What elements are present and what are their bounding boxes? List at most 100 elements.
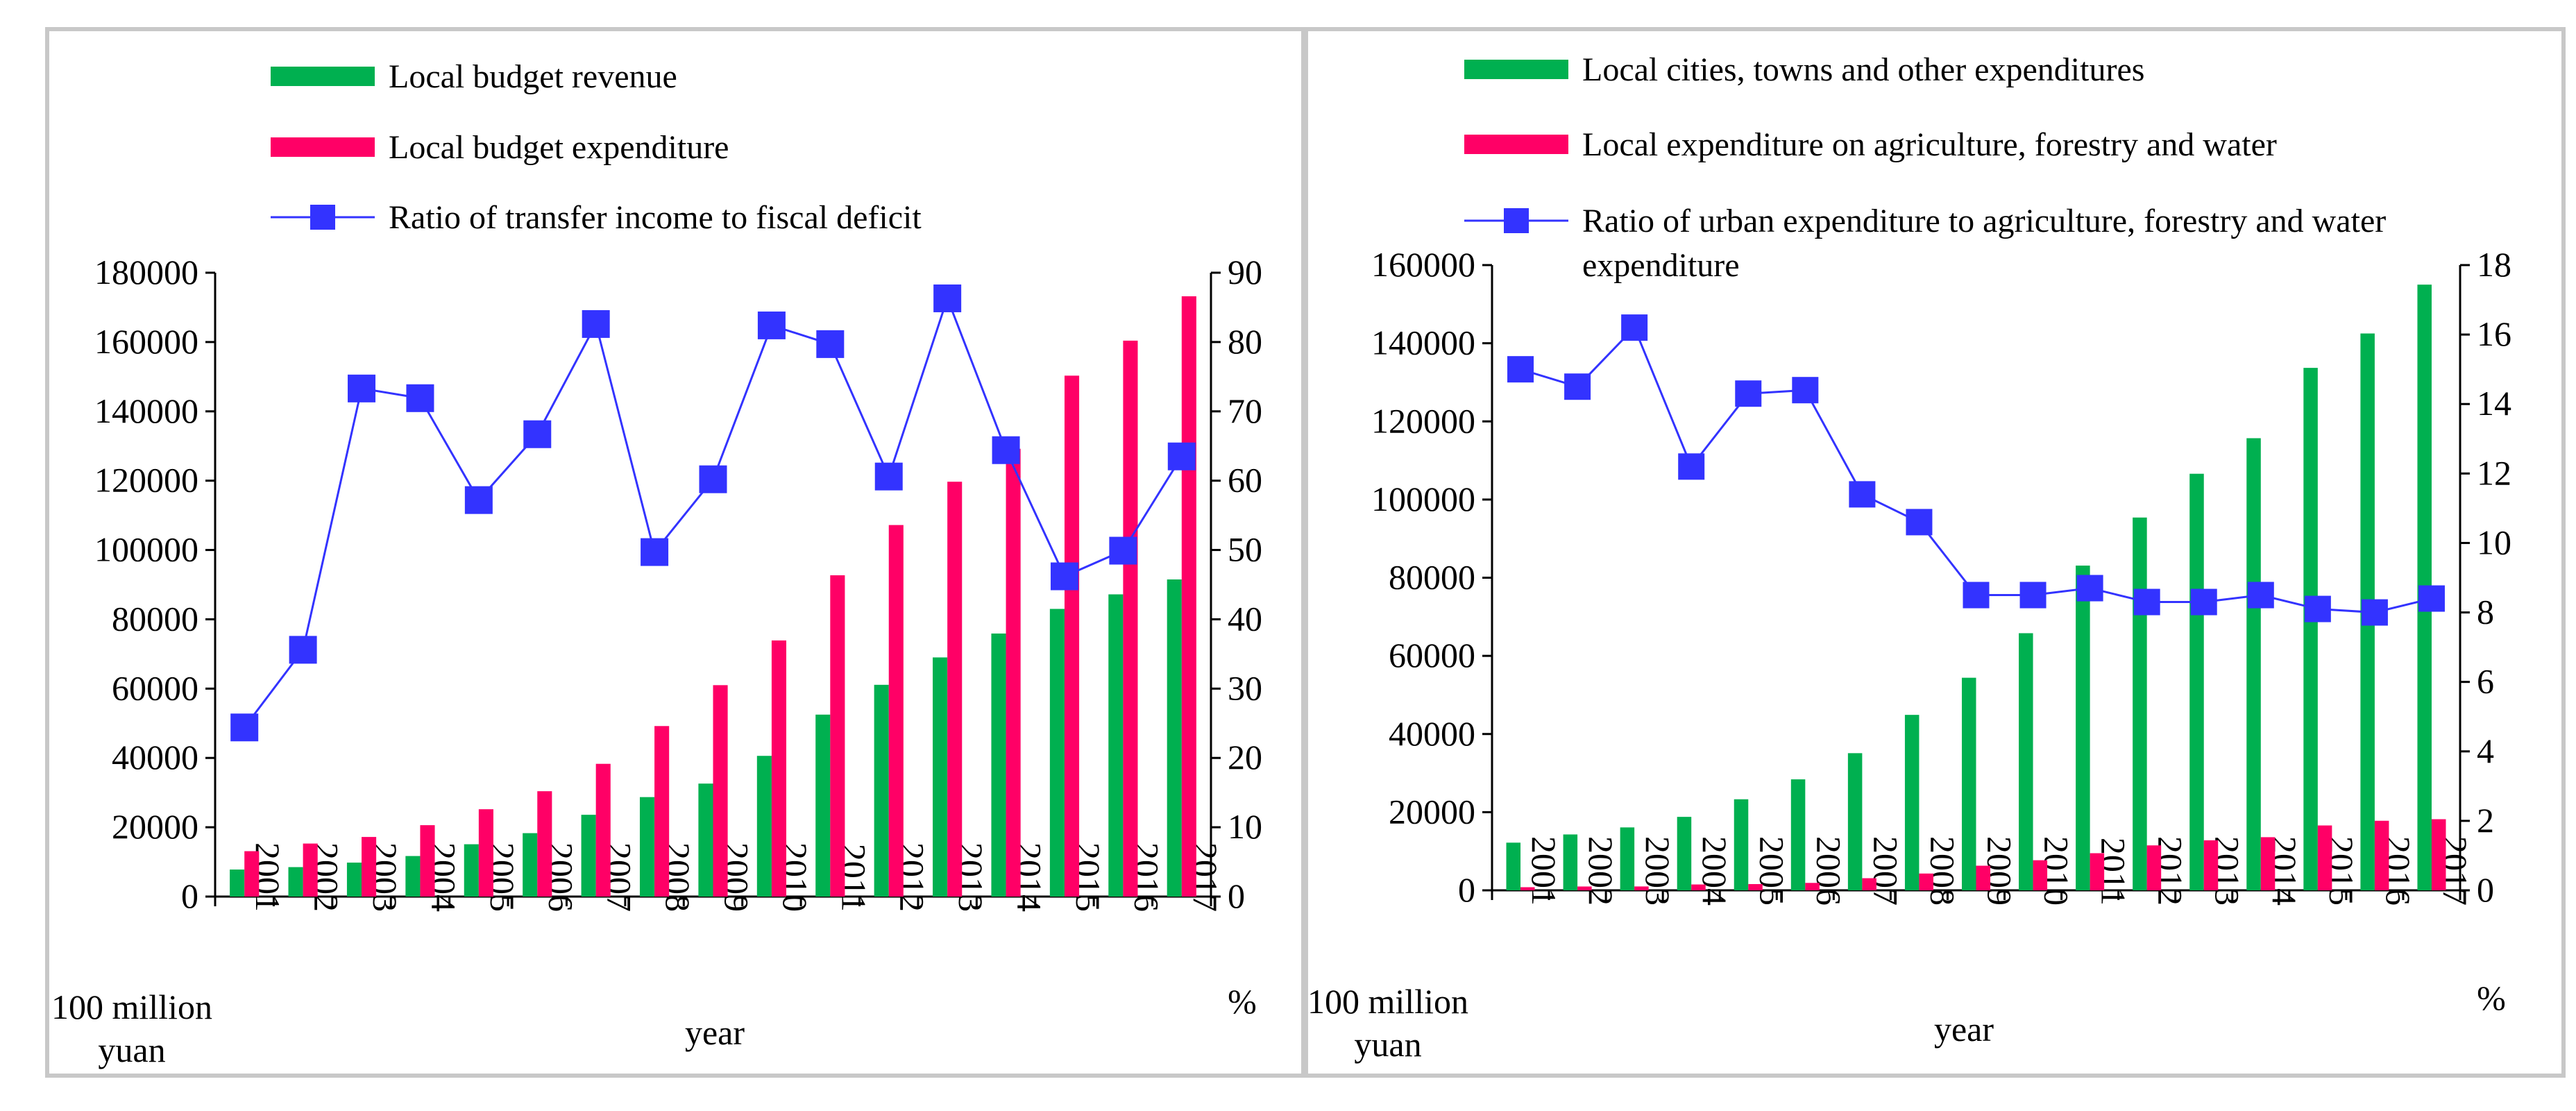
chart2-legend-marker	[1504, 208, 1529, 233]
chart1-ylabel-right: %	[1228, 982, 1257, 1021]
chart1-right-tick-label: 80	[1228, 322, 1262, 361]
chart2-right-tick-label: 8	[2477, 593, 2494, 631]
chart1-left-tick-label: 160000	[94, 322, 198, 361]
chart1-ratio-marker	[230, 713, 259, 742]
chart2-bar-pink	[1577, 886, 1592, 890]
chart2-right-tick-label: 0	[2477, 870, 2494, 909]
chart2-ratio-marker	[2190, 588, 2217, 616]
chart2-left-tick-label: 80000	[1389, 558, 1475, 597]
panel-border-left	[45, 27, 1305, 1078]
chart2-bar-green	[1734, 799, 1749, 890]
chart2-bar-pink	[1862, 878, 1876, 890]
chart2-right-tick-label: 12	[2477, 453, 2511, 492]
chart1-bar-pink	[595, 763, 611, 897]
chart1-bar-green	[991, 633, 1006, 897]
chart1-bar-green	[698, 783, 713, 897]
chart2-ratio-marker	[1621, 314, 1648, 341]
chart1-left-tick-label: 180000	[94, 253, 198, 291]
chart2-x-tick-label: 2002	[1582, 836, 1620, 906]
chart1-ylabel-left-line1: 100 million	[51, 987, 212, 1026]
chart2-x-tick-label: 2005	[1752, 836, 1791, 906]
chart2-legend-label: Local expenditure on agriculture, forest…	[1582, 126, 2277, 163]
chart2-bar-green	[2189, 473, 2204, 890]
chart1-bar-pink	[830, 575, 845, 897]
chart2-right-tick-label: 4	[2477, 731, 2494, 770]
chart1-bar-green	[464, 844, 479, 897]
chart1-bar-green	[230, 870, 245, 897]
chart1-right-tick-label: 40	[1228, 599, 1262, 638]
chart1-bar-pink	[1181, 296, 1196, 897]
chart2-bar-pink	[1919, 873, 1933, 890]
chart1-bar-pink	[537, 791, 552, 897]
chart2-right-tick-label: 14	[2477, 384, 2511, 423]
chart2-bar-green	[1563, 834, 1578, 890]
chart1-legend-marker	[310, 205, 335, 230]
chart1-left-tick-label: 120000	[94, 461, 198, 500]
chart1-right-tick-label: 60	[1228, 461, 1262, 500]
chart2-x-tick-label: 2006	[1809, 836, 1848, 906]
chart2-bar-pink	[2203, 840, 2219, 890]
chart2-bar-pink	[2033, 860, 2048, 890]
chart2-x-tick-label: 2004	[1695, 836, 1734, 906]
chart1-left-tick-label: 60000	[112, 668, 198, 707]
chart2-bar-green	[1620, 827, 1635, 890]
chart2-bar-green	[1677, 817, 1692, 890]
chart1-ratio-marker	[1050, 562, 1078, 591]
chart2-x-tick-label: 2003	[1638, 836, 1677, 906]
panel-border-right	[1304, 27, 2566, 1078]
chart2-ratio-marker	[1963, 582, 1990, 609]
chart1-legend-swatch	[271, 137, 375, 157]
chart2-x-tick-label: 2001	[1525, 836, 1564, 906]
chart1-right-tick-label: 10	[1228, 807, 1262, 846]
chart1-left-tick-label: 100000	[94, 530, 198, 569]
chart2-left-tick-label: 20000	[1389, 792, 1475, 831]
chart2-bar-pink	[1748, 883, 1763, 890]
chart2-bar-green	[2076, 566, 2090, 890]
chart1-bar-pink	[303, 843, 318, 897]
chart2-ratio-marker	[1678, 453, 1705, 480]
chart2-bar-green	[1847, 753, 1863, 890]
chart2-bar-green	[2019, 633, 2033, 890]
chart1-legend-label: Local budget revenue	[389, 58, 677, 95]
chart2-bar-pink	[2090, 853, 2105, 890]
chart2-bar-green	[2133, 517, 2147, 890]
chart2-ylabel-left-line2: yuan	[1354, 1025, 1421, 1064]
chart1-bar-pink	[771, 640, 787, 897]
chart2-bar-pink	[2260, 837, 2276, 890]
chart1-ratio-marker	[464, 486, 493, 514]
chart2-ratio-marker	[2247, 582, 2274, 609]
chart1-right-tick-label: 50	[1228, 530, 1262, 569]
chart1-legend-swatch	[271, 67, 375, 86]
chart1-bar-green	[874, 684, 889, 897]
chart2-right-tick-label: 16	[2477, 314, 2511, 353]
chart2-ylabel-right: %	[2477, 978, 2506, 1017]
chart2-legend-label-line1: Ratio of urban expenditure to agricultur…	[1582, 203, 2386, 239]
chart2-right-tick-label: 10	[2477, 523, 2511, 561]
chart1-xlabel: year	[685, 1013, 745, 1052]
chart1-bar-green	[405, 856, 421, 897]
chart1-right-tick-label: 90	[1228, 253, 1262, 291]
chart1-right-tick-label: 30	[1228, 668, 1262, 707]
chart2-bar-pink	[1805, 883, 1820, 890]
chart2-right-tick-label: 6	[2477, 662, 2494, 701]
chart1-bar-green	[523, 833, 538, 897]
chart1-ratio-marker	[757, 311, 786, 339]
chart1-ratio-marker	[874, 462, 903, 491]
chart2-ratio-marker	[2133, 588, 2160, 616]
chart2-left-tick-label: 40000	[1389, 714, 1475, 753]
chart1-ratio-marker	[641, 538, 669, 566]
chart2-ratio-marker	[2019, 582, 2047, 609]
chart1-bar-green	[288, 867, 303, 897]
chart1-bar-green	[1108, 594, 1124, 897]
chart1-bar-green	[815, 714, 831, 897]
chart1-bar-green	[756, 756, 772, 897]
chart1-bar-green	[933, 657, 948, 897]
chart2-bar-green	[1961, 677, 1976, 890]
chart2-bar-green	[1506, 842, 1521, 890]
chart2-ratio-marker	[1849, 481, 1876, 508]
chart1-bar-green	[1167, 579, 1182, 897]
chart2-ratio-marker	[1792, 377, 1819, 404]
chart1-bar-pink	[362, 837, 377, 897]
chart2-ratio-marker	[1564, 373, 1591, 400]
chart2-right-tick-label: 2	[2477, 801, 2494, 840]
